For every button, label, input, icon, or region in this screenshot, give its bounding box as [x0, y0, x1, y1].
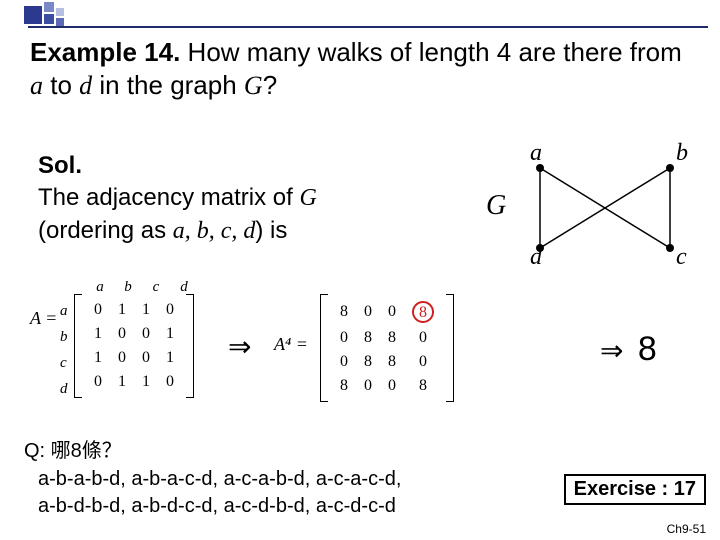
matrix-row-label: c	[60, 350, 68, 376]
decor-square	[56, 18, 64, 26]
question-which-8: Q: 哪8條？	[24, 434, 122, 463]
result-value: 8	[638, 330, 657, 368]
graph-svg	[480, 148, 700, 268]
header-line	[28, 26, 708, 28]
graph-label-d: d	[530, 244, 542, 271]
walks-line-1: a-b-a-b-d, a-b-a-c-d, a-c-a-b-d, a-c-a-c…	[38, 466, 401, 493]
example-number: Example 14.	[30, 37, 180, 67]
decor-square	[56, 8, 64, 16]
matrix-A4: 8008088008808008	[320, 294, 454, 402]
sol-label: Sol.	[38, 152, 82, 179]
slide-title: Example 14. How many walks of length 4 a…	[30, 36, 700, 102]
arrow-implies-1: ⇒	[228, 330, 251, 364]
decor-square	[24, 6, 42, 24]
graph-label-b: b	[676, 140, 688, 167]
matrix-area: A = abcd abcd 0110100110010110 ⇒ A⁴ = 80…	[30, 280, 590, 430]
matrix-A-lhs: A =	[30, 308, 57, 329]
result-8: ⇒ 8	[600, 330, 657, 369]
walks-list: a-b-a-b-d, a-b-a-c-d, a-c-a-b-d, a-c-a-c…	[38, 466, 401, 520]
page-number: Ch9-51	[667, 522, 706, 536]
decor-square	[44, 2, 54, 12]
matrix-row-label: a	[60, 298, 68, 324]
matrix-A4-lhs: A⁴ =	[274, 334, 308, 355]
walks-line-2: a-b-d-b-d, a-b-d-c-d, a-c-d-b-d, a-c-d-c…	[38, 493, 401, 520]
highlighted-entry: 8	[404, 298, 442, 326]
graph-label-a: a	[530, 140, 542, 167]
graph-g: G a b d c	[480, 148, 700, 268]
matrix-A: 0110100110010110	[74, 294, 194, 398]
matrix-A-row-labels: abcd	[60, 298, 68, 402]
matrix-row-label: d	[60, 376, 68, 402]
exercise-box: Exercise : 17	[564, 474, 706, 505]
matrix-row-label: b	[60, 324, 68, 350]
graph-label-G: G	[486, 190, 506, 222]
header-decor	[0, 0, 720, 34]
solution-block: Sol. The adjacency matrix of G (ordering…	[38, 150, 438, 247]
graph-label-c: c	[676, 244, 687, 271]
decor-square	[44, 14, 54, 24]
